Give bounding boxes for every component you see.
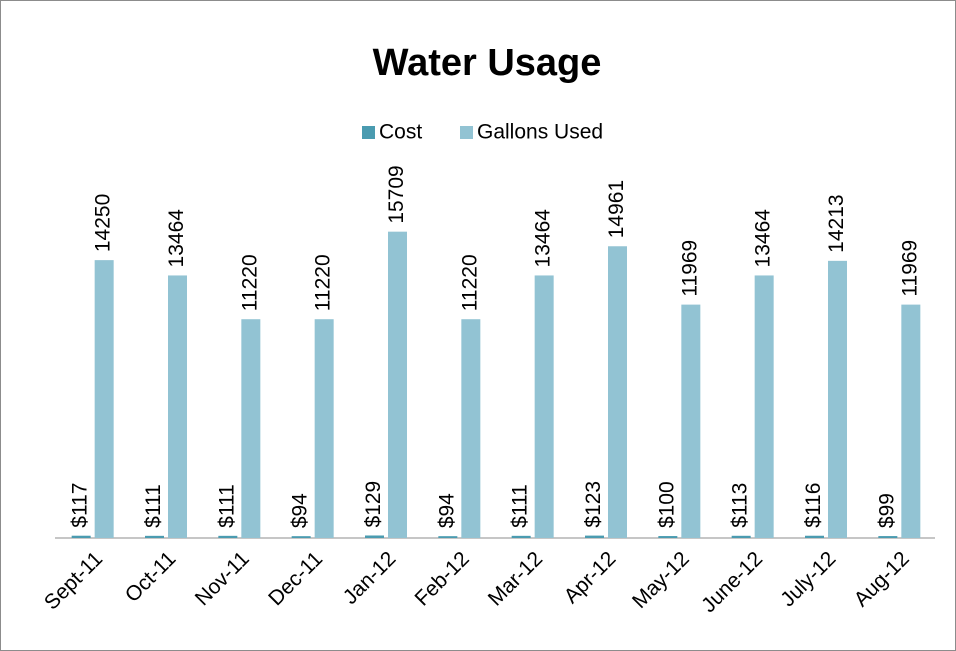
- bar: [608, 246, 627, 538]
- bar: [828, 260, 847, 538]
- bar: [534, 275, 554, 538]
- data-label: $99: [875, 493, 898, 528]
- data-label: 13464: [752, 209, 775, 268]
- data-label: 11969: [678, 240, 701, 297]
- bar: [461, 319, 481, 538]
- bar: [511, 535, 531, 538]
- bar: [71, 535, 91, 538]
- data-label: $111: [509, 484, 532, 528]
- chart-title: Water Usage: [373, 42, 602, 84]
- data-label: $100: [655, 481, 678, 528]
- bar: [94, 260, 114, 538]
- bar: [878, 536, 898, 538]
- bar: [901, 304, 921, 538]
- legend-swatch: [460, 126, 473, 139]
- bar: [218, 535, 238, 538]
- data-label: 11220: [458, 254, 481, 311]
- bar: [145, 535, 164, 538]
- data-label: 14250: [92, 194, 115, 252]
- data-label: 13464: [532, 209, 555, 268]
- data-label: 14213: [825, 194, 848, 252]
- bar: [365, 535, 384, 538]
- data-label: $94: [289, 493, 312, 528]
- data-label: 13464: [165, 209, 188, 268]
- data-label: 11969: [898, 240, 921, 297]
- bar: [658, 536, 678, 538]
- bar: [438, 536, 458, 538]
- bar: [754, 275, 774, 538]
- bar: [681, 304, 701, 538]
- bar: [388, 231, 407, 538]
- legend-label: Gallons Used: [477, 121, 603, 144]
- data-label: $111: [215, 484, 238, 528]
- bar: [168, 275, 187, 538]
- bar: [241, 319, 261, 538]
- data-label: 15709: [385, 165, 408, 223]
- bar: [731, 535, 751, 538]
- data-label: $117: [69, 483, 92, 528]
- data-label: $111: [142, 484, 165, 528]
- bar: [314, 319, 334, 538]
- bar: [291, 536, 311, 538]
- legend-label: Cost: [379, 121, 422, 144]
- data-label: 11220: [312, 254, 335, 311]
- data-label: $113: [729, 483, 752, 528]
- data-label: $116: [802, 483, 825, 528]
- bar: [585, 535, 604, 538]
- data-label: $129: [362, 481, 385, 528]
- data-label: 14961: [605, 180, 628, 238]
- data-label: 11220: [238, 254, 261, 311]
- legend-swatch: [362, 126, 375, 139]
- bar: [805, 535, 824, 538]
- data-label: $94: [435, 493, 458, 528]
- data-label: $123: [582, 481, 605, 528]
